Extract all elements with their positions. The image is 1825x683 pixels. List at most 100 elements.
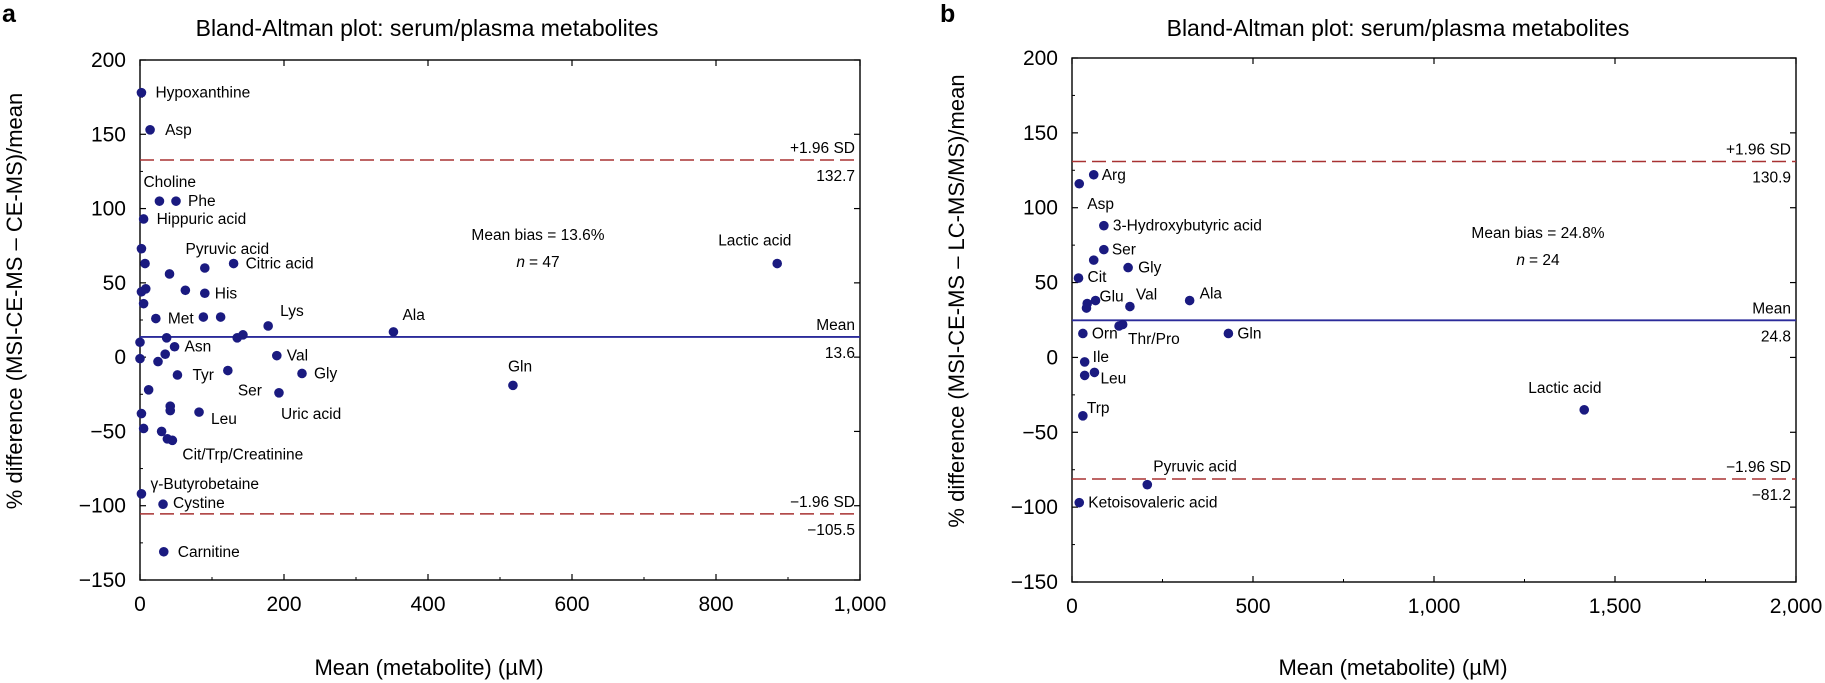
data-point bbox=[154, 196, 165, 206]
point-label: Tyr bbox=[192, 367, 214, 384]
point-label: Pyruvic acid bbox=[186, 241, 270, 258]
point-label: Uric acid bbox=[281, 406, 341, 423]
mean-line-value: 24.8 bbox=[1761, 328, 1791, 345]
panel-a-xlabel: Mean (metabolite) (µM) bbox=[314, 655, 543, 680]
point-label: Leu bbox=[211, 411, 237, 428]
data-point bbox=[145, 125, 155, 135]
x-tick-label: 500 bbox=[1235, 595, 1270, 618]
panel-b-title: Bland-Altman plot: serum/plasma metaboli… bbox=[1167, 15, 1630, 41]
panel-b-n-value: = 24 bbox=[1529, 252, 1560, 269]
data-point bbox=[228, 258, 239, 269]
panel-b-chart: b Bland-Altman plot: serum/plasma metabo… bbox=[940, 0, 1822, 680]
data-point bbox=[1123, 262, 1133, 273]
point-label: Asp bbox=[165, 122, 192, 139]
data-point bbox=[161, 333, 172, 343]
y-tick-label: 100 bbox=[91, 198, 126, 221]
lower-line-label: −1.96 SD bbox=[790, 494, 855, 511]
x-tick-label: 600 bbox=[554, 593, 589, 616]
data-point bbox=[153, 356, 163, 367]
data-point bbox=[1579, 405, 1590, 415]
point-label: Arg bbox=[1102, 167, 1126, 184]
y-tick-label: −100 bbox=[79, 495, 126, 518]
point-label: Cit bbox=[1088, 269, 1108, 286]
data-point bbox=[180, 285, 191, 296]
data-point bbox=[151, 313, 161, 324]
data-point bbox=[198, 312, 209, 322]
lower-line-label: −1.96 SD bbox=[1726, 459, 1791, 476]
y-tick-label: −50 bbox=[90, 420, 126, 443]
y-tick-label: −150 bbox=[79, 569, 126, 592]
x-tick-label: 0 bbox=[134, 593, 146, 616]
x-tick-label: 2,000 bbox=[1770, 595, 1823, 618]
panel-b-reference-lines: +1.96 SD 130.9 Mean 24.8 −1.96 SD −81.2 bbox=[1072, 141, 1796, 504]
panel-a-letter: a bbox=[2, 0, 17, 28]
mean-line-label: Mean bbox=[1752, 300, 1791, 317]
point-label: Ile bbox=[1093, 349, 1109, 366]
data-point bbox=[167, 435, 178, 446]
data-point bbox=[136, 243, 147, 254]
point-label: Met bbox=[168, 311, 195, 328]
data-point bbox=[138, 214, 149, 224]
x-tick-label: 800 bbox=[698, 593, 733, 616]
upper-line-label: +1.96 SD bbox=[1726, 141, 1791, 158]
data-point bbox=[172, 370, 183, 380]
point-label: Phe bbox=[188, 193, 216, 210]
point-label: Pyruvic acid bbox=[1153, 459, 1237, 476]
mean-line-value: 13.6 bbox=[825, 345, 855, 362]
point-label: Orn bbox=[1092, 325, 1118, 342]
data-point bbox=[200, 288, 210, 299]
point-label: Cit/Trp/Creatinine bbox=[182, 446, 303, 463]
point-label: Choline bbox=[143, 174, 196, 191]
x-tick-label: 1,500 bbox=[1589, 595, 1642, 618]
y-tick-label: 100 bbox=[1023, 197, 1058, 220]
data-point bbox=[1074, 497, 1085, 508]
y-tick-label: −150 bbox=[1011, 571, 1058, 594]
data-point bbox=[1184, 295, 1195, 306]
panel-a-reference-lines: +1.96 SD 132.7 Mean 13.6 −1.96 SD −105.5 bbox=[140, 140, 860, 539]
point-label: Ketoisovaleric acid bbox=[1088, 495, 1217, 512]
point-label: Gln bbox=[508, 358, 532, 375]
point-label: Val bbox=[1136, 287, 1157, 304]
y-tick-label: 0 bbox=[1046, 346, 1058, 369]
data-point bbox=[135, 353, 145, 364]
data-point bbox=[1099, 244, 1109, 255]
point-label: Glu bbox=[1100, 289, 1124, 306]
y-tick-label: −100 bbox=[1011, 496, 1058, 519]
data-point bbox=[297, 368, 307, 379]
data-point bbox=[171, 196, 181, 206]
x-tick-label: 1,000 bbox=[834, 593, 887, 616]
data-point bbox=[200, 263, 210, 273]
data-point bbox=[1078, 411, 1088, 421]
panel-b-mean-bias: Mean bias = 24.8% bbox=[1471, 225, 1604, 242]
data-point bbox=[238, 330, 248, 340]
data-point bbox=[772, 258, 782, 269]
point-label: Gly bbox=[1138, 260, 1162, 277]
data-point bbox=[1081, 303, 1092, 313]
panel-a-y-ticks: −150 −100 −50 0 50 100 150 200 bbox=[79, 49, 860, 592]
point-label: Thr/Pro bbox=[1128, 331, 1180, 348]
point-label: Ala bbox=[402, 307, 425, 324]
data-point bbox=[1223, 328, 1234, 339]
point-label: Lactic acid bbox=[718, 233, 791, 250]
point-label: Citric acid bbox=[246, 256, 314, 273]
x-tick-label: 1,000 bbox=[1408, 595, 1461, 618]
y-tick-label: −50 bbox=[1022, 421, 1058, 444]
point-label: Hippuric acid bbox=[157, 211, 247, 228]
data-point bbox=[1073, 273, 1084, 283]
data-point bbox=[169, 341, 180, 352]
point-label: His bbox=[215, 285, 238, 302]
upper-line-value: 130.9 bbox=[1752, 169, 1791, 186]
point-label: Ala bbox=[1200, 286, 1223, 303]
data-point bbox=[160, 349, 170, 359]
panel-a-chart: a Bland-Altman plot: serum/plasma metabo… bbox=[2, 0, 886, 680]
panel-a-n-value: = 47 bbox=[529, 254, 560, 271]
x-tick-label: 0 bbox=[1066, 595, 1078, 618]
point-label: Trp bbox=[1087, 400, 1110, 417]
panel-a-x-ticks: 0 200 400 600 800 1,000 bbox=[134, 60, 886, 616]
y-tick-label: 50 bbox=[103, 272, 126, 295]
upper-line-label: +1.96 SD bbox=[790, 140, 855, 157]
data-point bbox=[223, 365, 233, 376]
panel-b-ylabel: % difference (MSI-CE-MS – LC-MS/MS)/mean bbox=[944, 74, 969, 527]
